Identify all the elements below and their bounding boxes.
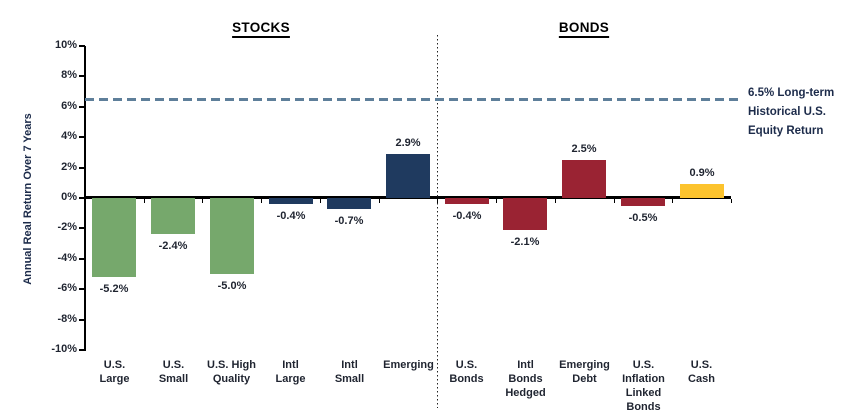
y-tick-mark: [79, 288, 85, 291]
y-tick-label: -4%: [57, 251, 77, 264]
y-tick-label: -6%: [57, 282, 77, 295]
axis-boundary-tick: [320, 199, 321, 203]
bar-value-label: -5.2%: [99, 283, 129, 295]
category-label: U.S. Small: [158, 359, 189, 385]
bar: [327, 198, 371, 209]
y-tick-mark: [79, 75, 85, 78]
category-label: U.S. Bonds: [449, 359, 484, 385]
bar-value-label: 0.9%: [689, 167, 715, 179]
y-tick-mark: [79, 136, 85, 139]
reference-line: [85, 98, 740, 102]
bar: [680, 184, 724, 198]
bar-value-label: -0.5%: [628, 212, 658, 224]
y-tick-label: 6%: [61, 99, 77, 112]
y-tick-label: 10%: [54, 39, 77, 51]
y-tick-mark: [79, 227, 85, 230]
bar-value-label: 2.5%: [571, 143, 597, 155]
y-axis-title: Annual Real Return Over 7 Years: [22, 113, 34, 285]
y-tick-mark: [79, 45, 85, 47]
reference-line-annotation: 6.5% Long-term Historical U.S. Equity Re…: [748, 87, 835, 137]
bar: [562, 160, 606, 198]
axis-boundary-tick: [672, 199, 673, 203]
bar-value-label: -2.1%: [510, 236, 540, 248]
y-tick-label: 2%: [61, 160, 77, 173]
category-label: U.S. Cash: [688, 359, 715, 385]
axis-boundary-tick: [496, 199, 497, 203]
y-tick-mark: [79, 257, 85, 260]
bar: [151, 198, 195, 234]
category-label: Emerging Debt: [559, 359, 610, 385]
axis-boundary-tick: [261, 199, 262, 203]
category-label: Intl Small: [334, 359, 365, 385]
axis-boundary-tick: [379, 199, 380, 203]
axis-boundary-tick: [202, 199, 203, 203]
bonds-section-header: BONDS: [558, 20, 610, 35]
axis-boundary-tick: [731, 199, 732, 203]
category-label: Emerging: [383, 359, 434, 371]
y-tick-label: 8%: [61, 69, 77, 82]
bar: [269, 198, 313, 204]
bar: [92, 198, 136, 277]
category-label: Intl Bonds Hedged: [505, 359, 546, 399]
y-tick-label: 0%: [61, 191, 77, 203]
y-tick-mark: [79, 349, 85, 351]
stocks-section-header: STOCKS: [232, 20, 290, 35]
bar: [503, 198, 547, 230]
category-label: U.S. High Quality: [207, 359, 256, 385]
y-tick-label: -8%: [57, 312, 77, 325]
axis-boundary-tick: [144, 199, 145, 203]
y-tick-mark: [79, 318, 85, 321]
y-tick-mark: [79, 197, 85, 199]
bar-value-label: -0.7%: [334, 215, 364, 227]
y-tick-label: -10%: [51, 343, 77, 355]
y-tick-mark: [79, 105, 85, 108]
y-tick-label: -2%: [57, 221, 77, 234]
bar-value-label: -2.4%: [158, 240, 188, 252]
axis-boundary-tick: [614, 199, 615, 203]
axis-boundary-tick: [85, 199, 86, 203]
axis-boundary-tick: [555, 199, 556, 203]
bar-value-label: -5.0%: [217, 280, 247, 292]
category-label: U.S. Inflation Linked Bonds: [622, 359, 665, 413]
category-label: Intl Large: [275, 359, 306, 385]
bar: [386, 154, 430, 198]
y-tick-mark: [79, 166, 85, 169]
bar-value-label: 2.9%: [395, 137, 421, 149]
y-tick-label: 4%: [61, 130, 77, 143]
section-divider-dotted-line: [437, 35, 438, 408]
bar: [445, 198, 489, 204]
bar: [210, 198, 254, 274]
bar-value-label: -0.4%: [276, 210, 306, 222]
bar-value-label: -0.4%: [452, 210, 482, 222]
category-label: U.S. Large: [99, 359, 130, 385]
axis-boundary-tick: [437, 199, 438, 203]
bar: [621, 198, 665, 206]
